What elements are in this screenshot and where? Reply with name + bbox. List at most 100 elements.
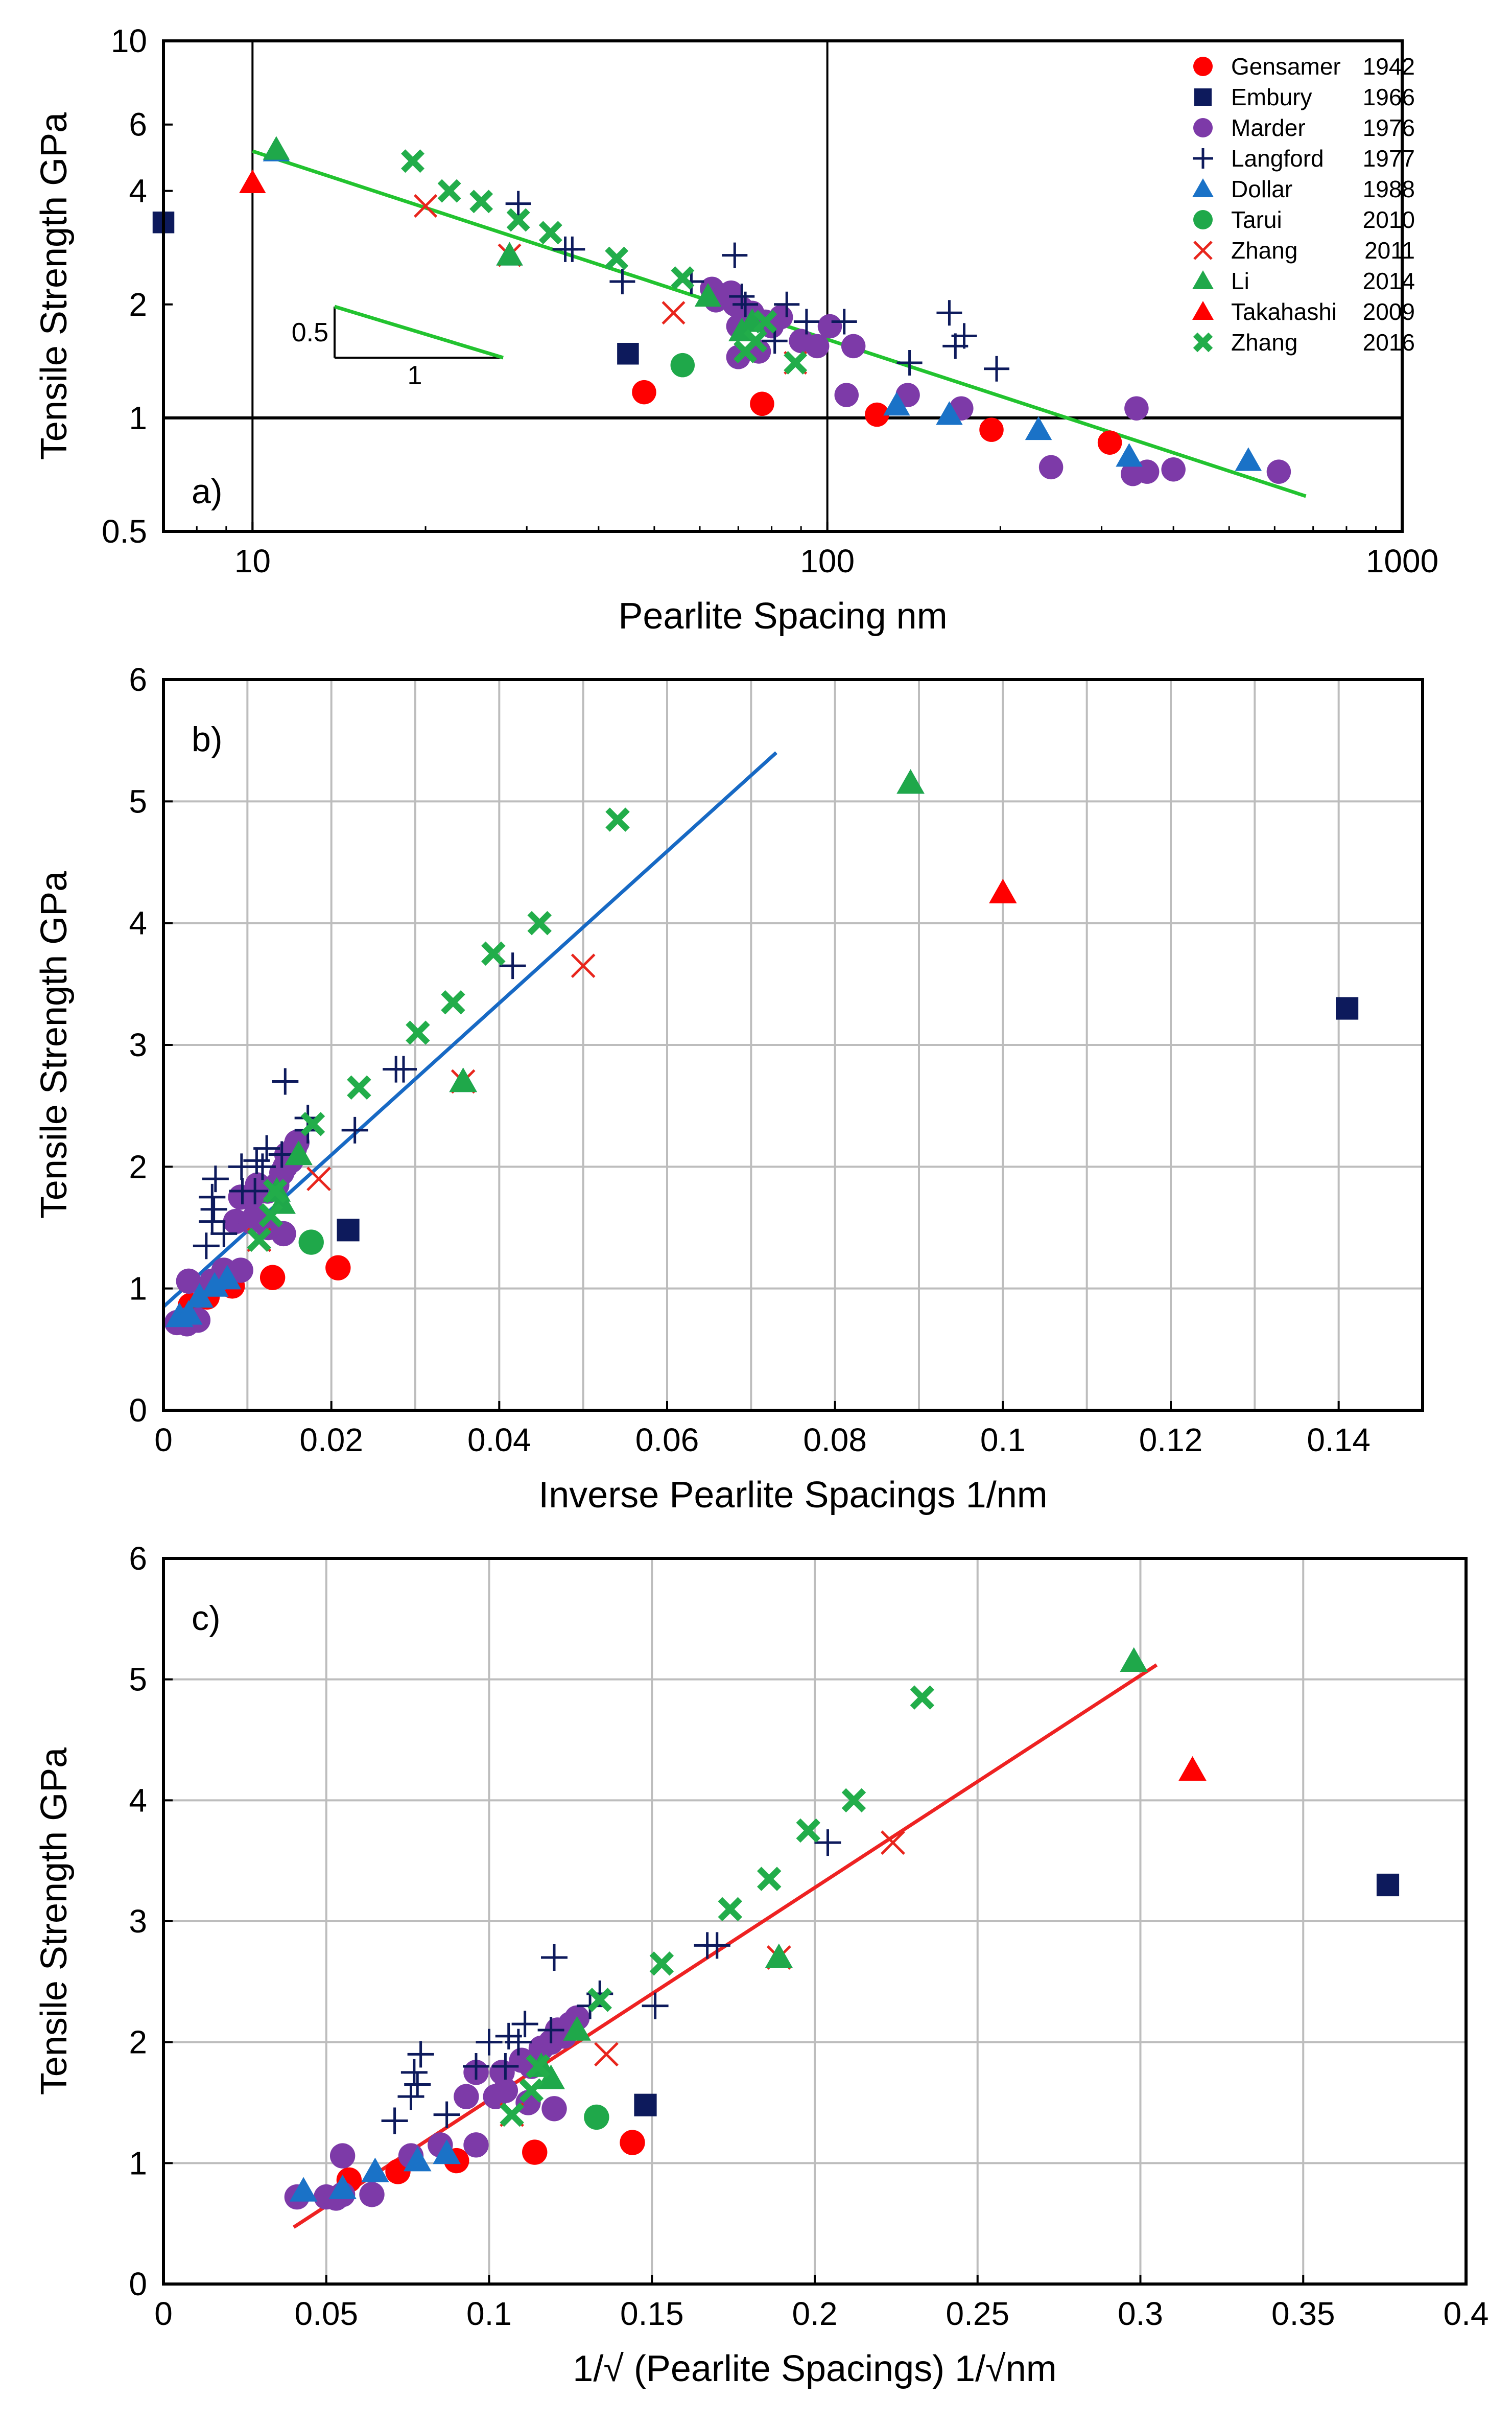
series-zhang2016 [401,149,808,375]
y-tick-label: 4 [129,1782,147,1819]
data-point [228,1257,253,1283]
data-point [584,2104,609,2130]
data-point [210,1220,238,1247]
data-point [594,2042,619,2067]
data-point [300,1112,325,1136]
legend-marker [1193,148,1213,169]
data-point [407,2041,434,2068]
data-point [199,1208,226,1235]
data-point [1376,1873,1400,1897]
data-point [936,300,962,326]
data-point [526,2054,550,2079]
x-tick-label: 0.1 [466,2295,512,2332]
legend-year: 2010 [1363,206,1415,233]
x-tick-label: 0 [154,1422,173,1458]
data-point [328,2174,357,2199]
data-point [805,334,830,359]
x-tick-label: 100 [800,543,855,579]
legend-item: Zhang 2011 [1193,237,1415,264]
data-point [734,339,758,363]
data-point [202,1166,229,1193]
y-tick-label: 1 [129,400,147,436]
data-point [1038,455,1064,480]
legend-marker [1193,210,1213,229]
data-point [1161,457,1186,482]
data-point [642,1992,669,2019]
data-point [268,1141,295,1168]
data-point [817,314,842,339]
data-point [406,1020,430,1045]
data-point [437,179,461,203]
data-point [587,1988,612,2012]
y-tick-label: 0 [129,1392,147,1429]
series-takahashi [1178,1756,1207,1781]
data-point [500,2102,524,2127]
y-axis-label: Tensile Strength GPa [34,871,75,1219]
data-point [469,190,493,214]
plot-area [163,41,1402,531]
x-axis-label: 1/√ (Pearlite Spacings) 1/√nm [573,2348,1056,2389]
data-point [541,1944,568,1971]
data-point [433,2101,460,2128]
data-point [774,291,800,317]
data-point [784,351,808,375]
legend-item: Embury 1966 [1194,84,1415,110]
data-point [329,2143,356,2169]
legend-year: 1976 [1363,114,1415,141]
data-point [865,402,889,427]
legend-marker [1192,178,1214,197]
y-tick-label: 5 [129,1661,147,1698]
legend-name: Marder [1231,114,1306,141]
data-point [381,2107,408,2134]
x-tick-label: 0.2 [792,2295,838,2332]
data-point [563,2016,591,2041]
data-point [505,191,531,217]
series-gensamer [632,380,1122,455]
series-tarui [670,353,695,378]
legend-year: 1942 [1363,53,1415,80]
data-point [175,1300,203,1325]
data-point [979,417,1004,442]
x-axis-label: Inverse Pearlite Spacings 1/nm [538,1475,1048,1516]
data-point [522,2139,548,2165]
y-tick-label: 6 [129,1540,147,1577]
data-point [605,246,629,270]
x-tick-label: 0.25 [946,2295,1009,2332]
series-langford [505,191,1010,382]
data-point [289,2177,318,2202]
data-point [793,309,819,335]
data-point [492,2053,519,2080]
chart-panel-c: 0 0.05 0.1 0.15 0.2 0.25 0.3 0.35 0.4 0 1 2 3 4 5 6 c) 1/… [34,1540,1489,2389]
legend-item: Langford 1977 [1193,145,1415,172]
legend-year: 2016 [1363,329,1415,356]
series-embury [634,1873,1400,2116]
data-point [284,1129,310,1155]
data-point [1178,1756,1207,1781]
data-point [910,1685,935,1710]
series-zhang2016 [247,807,630,1252]
data-point [401,149,425,173]
legend-item: Li 2014 [1192,268,1415,294]
data-point [263,1179,288,1203]
data-point [617,342,639,365]
data-point [200,1196,227,1223]
data-point [671,266,695,290]
y-axis-label: Tensile Strength GPa [34,112,75,460]
y-tick-label: 0.5 [102,513,147,550]
data-point [511,2011,538,2038]
data-point [634,2093,657,2116]
y-tick-label: 6 [129,106,147,143]
data-point [1336,997,1359,1020]
data-point [722,242,748,268]
data-point [200,1272,229,1297]
data-point [757,1867,782,1891]
legend-year: 2009 [1363,298,1415,325]
data-point [881,1830,905,1855]
x-tick-label: 0.3 [1118,2295,1163,2332]
data-point [306,1167,331,1192]
panel-label: a) [192,472,222,511]
legend-name: Dollar [1231,176,1292,202]
data-point [1235,447,1262,471]
plot-frame [162,678,1424,1412]
data-point [247,1227,272,1252]
